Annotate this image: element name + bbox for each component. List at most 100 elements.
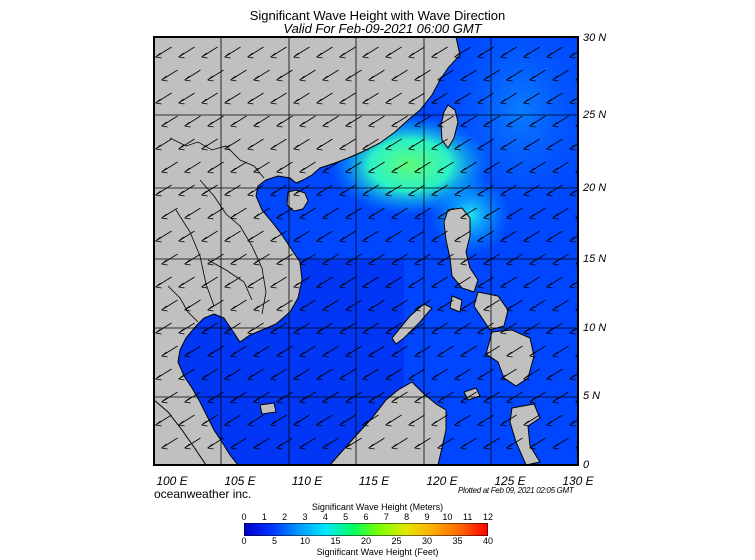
wave-arrow — [483, 207, 500, 220]
wave-arrow — [293, 46, 310, 59]
wave-arrow — [414, 253, 431, 266]
wave-arrow — [437, 299, 454, 312]
wave-arrow — [408, 92, 425, 105]
wave-arrow — [368, 345, 385, 358]
wave-arrow — [454, 368, 471, 381]
taiwan-island — [440, 104, 459, 149]
wave-arrow — [368, 253, 385, 266]
wave-arrow — [368, 391, 385, 404]
wave-arrow — [299, 345, 316, 358]
wave-arrow — [299, 437, 316, 450]
wave-arrow — [224, 414, 241, 427]
wave-arrow — [276, 437, 293, 450]
wave-arrow — [575, 399, 578, 403]
wave-arrow — [523, 276, 540, 289]
wave-arrow — [529, 345, 546, 358]
wave-arrow — [201, 322, 218, 335]
wave-arrow — [385, 92, 402, 105]
lat-label-20n: 20 N — [583, 182, 607, 194]
wave-arrow — [552, 437, 569, 450]
wave-arrow — [155, 230, 172, 243]
wave-arrow — [230, 437, 247, 450]
wave-arrow — [506, 115, 523, 128]
wave-arrow — [345, 69, 362, 82]
wave-arrow — [276, 161, 293, 174]
wave-arrow — [460, 253, 477, 266]
wave-arrow — [299, 115, 316, 128]
wave-arrow — [552, 115, 569, 128]
chart-title: Significant Wave Height with Wave Direct… — [249, 8, 506, 23]
wave-arrow — [230, 161, 247, 174]
wave-arrow — [552, 207, 569, 220]
lat-label-0: 0 — [583, 459, 590, 471]
wave-arrow — [408, 138, 425, 151]
wave-arrow — [299, 161, 316, 174]
wave-arrow — [385, 414, 402, 427]
wave-arrow — [500, 414, 517, 427]
wave-arrow — [270, 276, 287, 289]
wave-arrow — [460, 161, 477, 174]
wave-arrow — [201, 138, 218, 151]
wave-arrow — [460, 115, 477, 128]
wave-arrow — [345, 299, 362, 312]
lon-label-130e: 130 E — [562, 474, 594, 488]
wave-arrow — [207, 437, 224, 450]
wave-arrow — [178, 414, 195, 427]
lon-label-120e: 120 E — [426, 474, 458, 488]
wave-arrow — [477, 276, 494, 289]
wave-arrow — [437, 207, 454, 220]
wave-arrow — [477, 184, 494, 197]
wave-arrow — [253, 253, 270, 266]
wave-arrow — [207, 69, 224, 82]
wave-arrow — [270, 368, 287, 381]
colorbar-feet-tick: 10 — [299, 536, 311, 546]
wave-arrow — [506, 299, 523, 312]
wave-arrow — [506, 253, 523, 266]
wave-arrow — [247, 414, 264, 427]
wave-arrow — [546, 46, 563, 59]
wave-arrow — [477, 230, 494, 243]
wave-arrow — [454, 276, 471, 289]
colorbar-meters-tick: 11 — [462, 512, 473, 522]
wave-arrow — [316, 322, 333, 335]
wave-arrow — [345, 253, 362, 266]
wave-arrow — [575, 123, 578, 127]
wave-arrow — [276, 69, 293, 82]
wave-arrow — [523, 138, 540, 151]
wave-arrow — [552, 391, 569, 404]
wave-arrow — [322, 299, 339, 312]
wave-arrow — [201, 368, 218, 381]
wave-arrow — [546, 230, 563, 243]
wave-arrow — [483, 161, 500, 174]
wave-arrow — [391, 207, 408, 220]
wave-arrow — [184, 161, 201, 174]
lon-label-105e: 105 E — [224, 474, 256, 488]
wave-arrow — [253, 299, 270, 312]
wave-arrow — [431, 322, 448, 335]
wave-arrow — [276, 299, 293, 312]
wave-arrow — [483, 299, 500, 312]
wave-arrow — [230, 391, 247, 404]
lon-label-125e: 125 E — [494, 474, 526, 488]
wave-arrow — [437, 161, 454, 174]
colorbar-feet-tick: 5 — [271, 536, 278, 546]
wave-arrow — [155, 184, 172, 197]
wave-arrow — [253, 161, 270, 174]
wave-arrow — [184, 391, 201, 404]
wave-arrow — [155, 46, 172, 59]
plotted-timestamp: Plotted at Feb 09, 2021 02:05 GMT — [458, 486, 574, 495]
wave-arrow — [391, 161, 408, 174]
wave-arrow — [391, 115, 408, 128]
colorbar-meters-tick: 1 — [261, 512, 267, 522]
wave-arrow — [224, 322, 241, 335]
wave-arrow — [437, 253, 454, 266]
wave-arrow — [184, 207, 201, 220]
wave-arrow — [523, 92, 540, 105]
colorbar-gradient — [244, 523, 488, 536]
wave-arrow — [362, 322, 379, 335]
wave-arrow — [201, 92, 218, 105]
wave-arrow — [155, 368, 172, 381]
wave-arrow — [230, 253, 247, 266]
colorbar-meters-tick: 9 — [424, 512, 430, 522]
wave-arrow — [575, 77, 578, 81]
